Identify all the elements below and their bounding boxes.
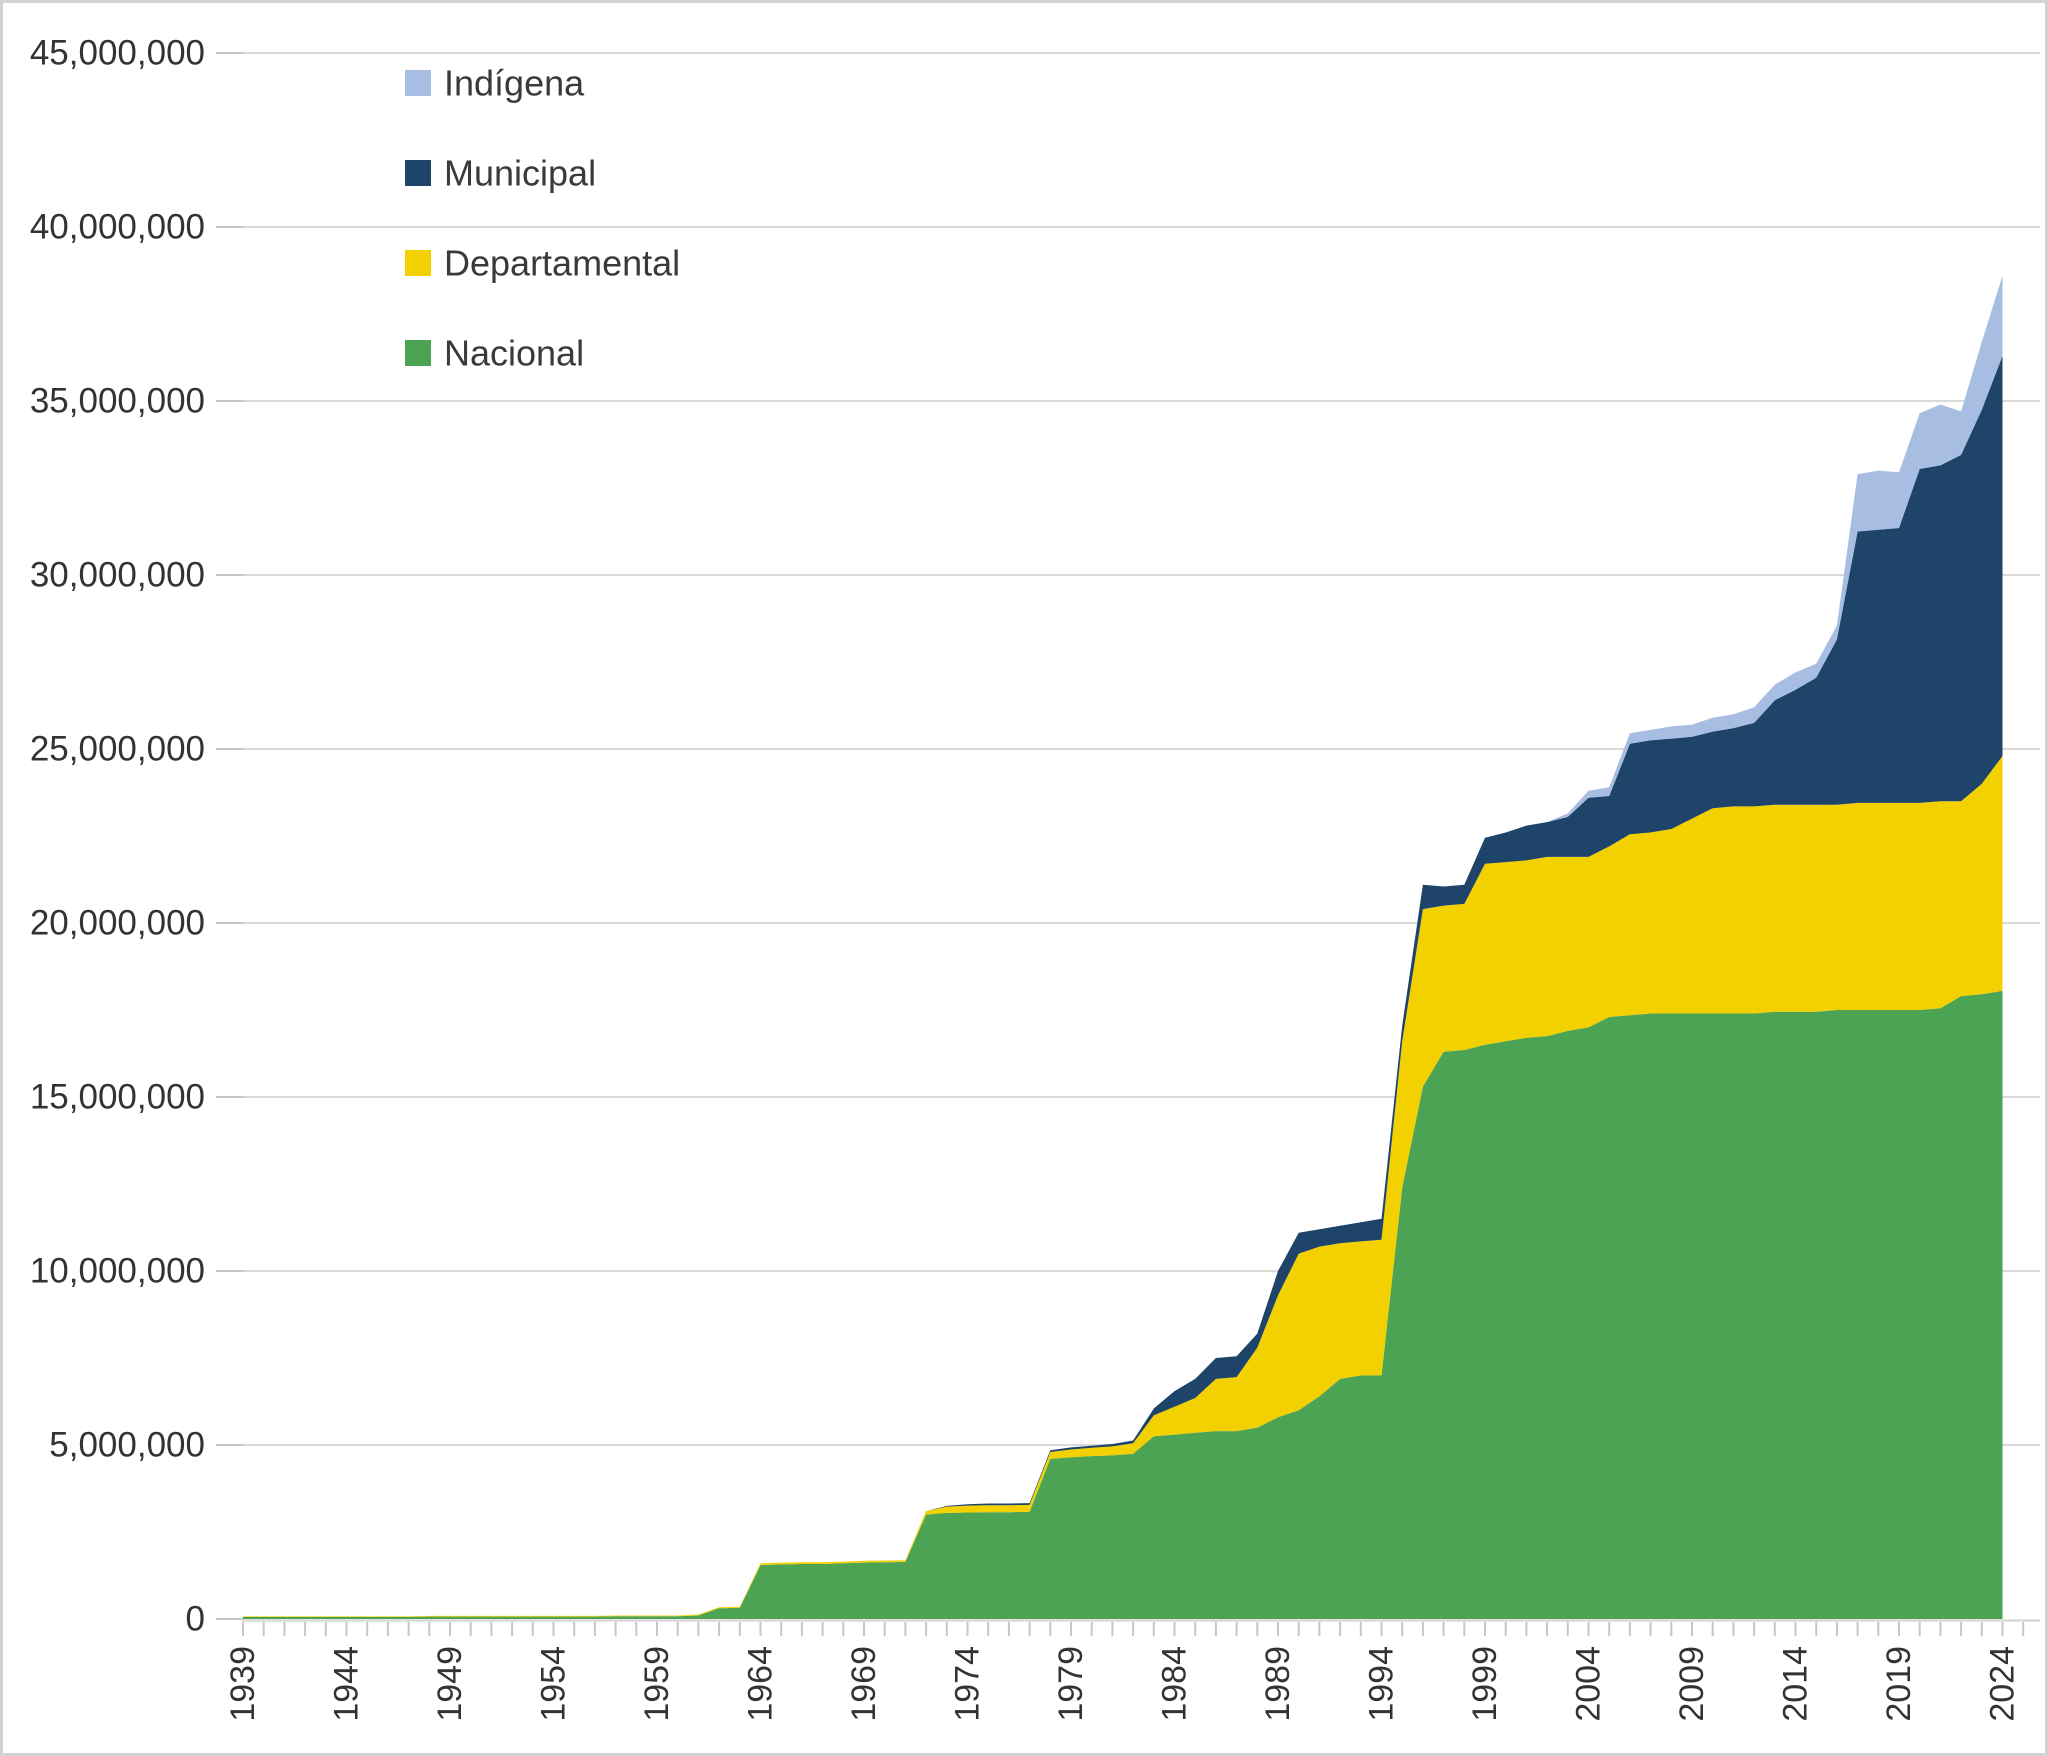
x-axis-label-1979: 1979 xyxy=(1052,1646,1090,1722)
y-axis-label-35m: 35,000,000 xyxy=(30,382,205,421)
x-axis-label-1994: 1994 xyxy=(1363,1646,1401,1722)
y-axis-label-20m: 20,000,000 xyxy=(30,904,205,943)
legend-label-municipal: Municipal xyxy=(444,153,596,194)
y-axis-label-30m: 30,000,000 xyxy=(30,556,205,595)
x-axis-label-2014: 2014 xyxy=(1777,1646,1815,1722)
legend-label-nacional: Nacional xyxy=(444,333,584,374)
legend-item-municipal: Municipal xyxy=(405,153,596,194)
area-series-nacional xyxy=(243,990,2003,1619)
legend-label-departamental: Departamental xyxy=(444,243,680,284)
legend-swatch-municipal xyxy=(405,160,431,186)
legend-group: Indígena Municipal Departamental Nacional xyxy=(405,63,680,374)
legend-item-nacional: Nacional xyxy=(405,333,584,374)
y-axis-label-45m: 45,000,000 xyxy=(30,34,205,73)
legend-label-indigena: Indígena xyxy=(444,63,585,104)
x-axis-label-1954: 1954 xyxy=(535,1646,573,1722)
y-axis-label-25m: 25,000,000 xyxy=(30,730,205,769)
legend-swatch-nacional xyxy=(405,340,431,366)
x-axis-label-1969: 1969 xyxy=(845,1646,883,1722)
y-axis-label-0m: 0 xyxy=(186,1600,205,1639)
y-axis-label-5m: 5,000,000 xyxy=(49,1426,205,1465)
area-series-departamental xyxy=(243,756,2003,1617)
axis-labels-group: 0 5,000,000 10,000,000 15,000,000 20,000,000… xyxy=(30,34,2022,1722)
y-axis-label-40m: 40,000,000 xyxy=(30,208,205,247)
x-axis-label-1949: 1949 xyxy=(431,1646,469,1722)
x-axis-label-1989: 1989 xyxy=(1259,1646,1297,1722)
legend-item-departamental: Departamental xyxy=(405,243,680,284)
x-axis-label-1974: 1974 xyxy=(949,1646,987,1722)
legend-item-indigena: Indígena xyxy=(405,63,585,104)
x-axis-label-1939: 1939 xyxy=(224,1646,262,1722)
x-axis-label-2024: 2024 xyxy=(1984,1646,2022,1722)
x-axis-label-1959: 1959 xyxy=(638,1646,676,1722)
y-axis-label-15m: 15,000,000 xyxy=(30,1078,205,1117)
legend-swatch-indigena xyxy=(405,70,431,96)
y-axis-label-10m: 10,000,000 xyxy=(30,1252,205,1291)
legend-swatch-departamental xyxy=(405,250,431,276)
x-axis-label-2009: 2009 xyxy=(1673,1646,1711,1722)
x-axis-label-1964: 1964 xyxy=(742,1646,780,1722)
x-axis-label-2004: 2004 xyxy=(1570,1646,1608,1722)
x-axis-label-1984: 1984 xyxy=(1156,1646,1194,1722)
x-axis-label-1944: 1944 xyxy=(328,1646,366,1722)
x-axis-label-1999: 1999 xyxy=(1466,1646,1504,1722)
area-series-group xyxy=(243,275,2003,1619)
x-axis-label-2019: 2019 xyxy=(1880,1646,1918,1722)
axes-group xyxy=(216,52,2040,1636)
